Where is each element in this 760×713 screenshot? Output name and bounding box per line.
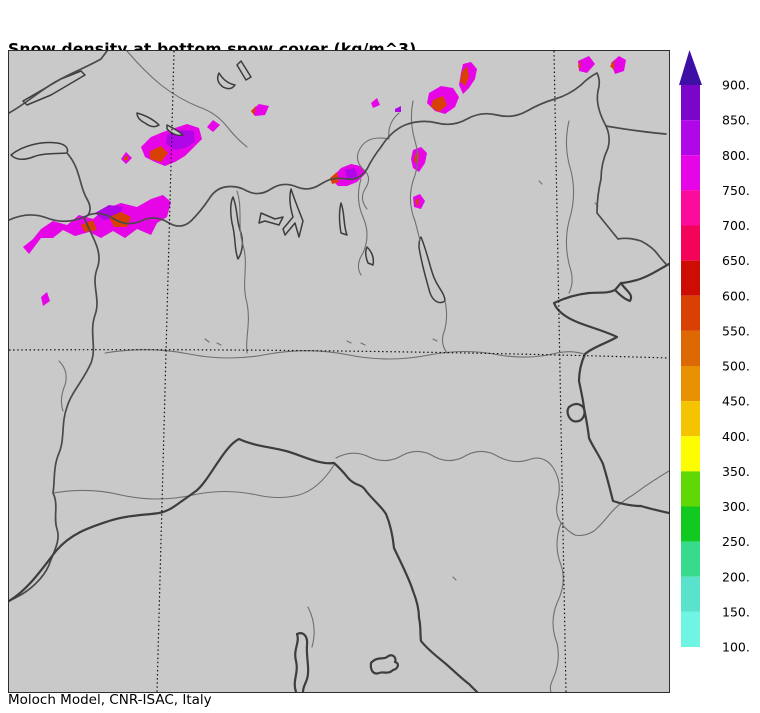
colorbar-tick-label: 850. [722,113,750,128]
lake-zurich [236,60,252,81]
colorbar-segment [681,401,700,437]
colorbar-segment [681,295,700,331]
san-marino-lagoon [566,402,586,423]
colorbar-tick-label: 650. [722,253,750,268]
colorbar-tick-label: 900. [722,78,750,93]
trieste-hook [613,281,633,303]
gridlines-group [9,51,669,692]
lake-iseo [338,202,348,236]
lake-maggiore [229,196,244,260]
lake-idro [364,246,375,266]
attribution-text: Moloch Model, CNR-ISAC, Italy [8,692,212,708]
colorbar-arrow [679,50,702,85]
colorbar-tick-label: 700. [722,218,750,233]
colorbar-tick-label: 350. [722,464,750,479]
colorbar-segment [681,120,700,156]
colorbar-segment [681,436,700,472]
border-jura [9,51,108,114]
map-frame [8,50,670,693]
lake-garda [418,236,446,304]
lake-lucerne [216,72,236,90]
border-france-italy [9,216,100,602]
map-land [9,51,669,692]
colorbar-segment [681,541,700,577]
colorbar-segment [681,85,700,121]
minor-arcs-group [307,606,315,648]
snow-density-patches [23,56,626,306]
meridian-east [553,51,567,692]
colorbar-tick-label: 250. [722,534,750,549]
map-canvas [9,51,669,692]
colorbar-segment [681,225,700,261]
colorbar-tick-label: 550. [722,323,750,338]
regional-borders-group [52,51,669,692]
national-borders-group [9,51,667,602]
lake-lugano [258,212,284,226]
colorbar-segment [681,471,700,507]
border-slovenia-north [605,125,667,135]
colorbar-segment [681,155,700,191]
colorbar-tick-label: 200. [722,569,750,584]
colorbar-tick-label: 300. [722,499,750,514]
elba-island [369,654,399,675]
colorbar-tick-label: 100. [722,640,750,655]
colorbar-tick-label: 750. [722,183,750,198]
lake-como [282,188,304,238]
colorbar-tick-label: 400. [722,429,750,444]
corsica-arc [307,606,315,648]
meridian-west [156,51,175,692]
colorbar-tick-label: 450. [722,394,750,409]
corsica-tip [293,632,310,692]
lake-thun [136,112,160,128]
parallel-mid [9,349,669,359]
ligurian-tuscan-coast [9,437,479,692]
lake-brienz [166,124,184,137]
colorbar-segment [681,260,700,296]
colorbar-segment [681,506,700,542]
colorbar-tick-label: 150. [722,604,750,619]
adriatic-coast [552,262,669,515]
colorbar-segment [681,190,700,226]
colorbar-tick-label: 600. [722,288,750,303]
colorbar-segment [681,366,700,402]
coastlines-group [9,262,669,692]
colorbar-segment [681,330,700,367]
colorbar-segment [681,576,700,612]
colorbar-tick-label: 800. [722,148,750,163]
border-alps-main [9,72,607,227]
border-slovenia-west [596,125,667,265]
colorbar-segment [681,611,700,648]
colorbar-tick-label: 500. [722,359,750,374]
colorbar: 900. 850. 800. 750. 700. 650. 600. 550. 500. 450.… [679,50,750,655]
